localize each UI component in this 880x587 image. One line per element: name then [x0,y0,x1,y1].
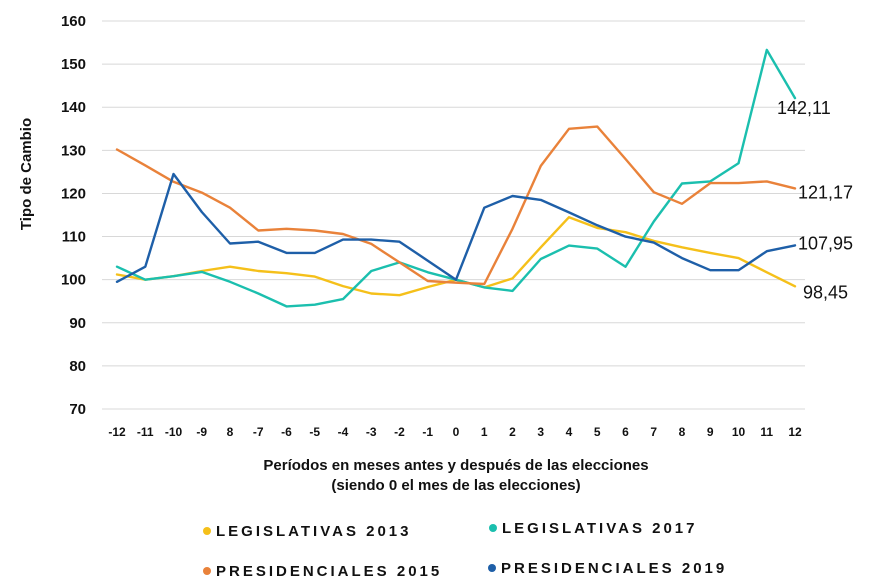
legend-item-legislativas-2013: LEGISLATIVAS 2013 [203,523,412,540]
legend-label-legislativas-2013: LEGISLATIVAS 2013 [216,523,412,540]
legend-label-presidenciales-2019: PRESIDENCIALES 2019 [501,560,727,577]
x-tick-label: -6 [281,425,292,439]
legend-swatch-legislativas-2013 [203,527,211,535]
x-axis-label-line2: (siendo 0 el mes de las elecciones) [331,477,580,494]
series-line-presidenciales-2019 [115,172,797,283]
x-tick-label: -2 [394,425,405,439]
x-tick-label: 9 [707,425,714,439]
x-tick-label: -7 [253,425,264,439]
y-tick-label: 90 [69,315,86,332]
x-tick-label: -5 [309,425,320,439]
y-axis-label: Tipo de Cambio [18,118,35,230]
x-tick-label: 12 [788,425,802,439]
x-tick-label: 2 [509,425,516,439]
y-tick-label: 100 [61,272,86,289]
y-tick-label: 150 [61,56,86,73]
y-tick-label: 130 [61,142,86,159]
grid-lines [102,20,805,410]
legend-item-legislativas-2017: LEGISLATIVAS 2017 [489,520,698,537]
y-tick-label: 70 [69,401,86,418]
x-tick-label: 8 [227,425,234,439]
x-tick-label: 8 [679,425,686,439]
legend-label-presidenciales-2015: PRESIDENCIALES 2015 [216,563,442,580]
legend-swatch-presidenciales-2015 [203,567,211,575]
x-tick-label: -4 [338,425,349,439]
end-label-legislativas-2013: 98,45 [803,282,848,302]
x-tick-label: -11 [137,425,154,439]
y-axis-ticks: 70 80 90 100 110 120 130 140 150 160 [61,13,86,418]
x-tick-label: 7 [650,425,657,439]
legend-swatch-presidenciales-2019 [488,564,496,572]
y-tick-label: 80 [69,358,86,375]
legend-swatch-legislativas-2017 [489,524,497,532]
y-tick-label: 120 [61,185,86,202]
x-tick-label: 1 [481,425,488,439]
series-line-presidenciales-2015 [115,125,797,286]
x-tick-label: -12 [108,425,126,439]
x-tick-label: -1 [422,425,433,439]
legend-item-presidenciales-2015: PRESIDENCIALES 2015 [203,563,442,580]
end-labels: 98,45 142,11 121,17 107,95 [777,98,853,302]
series-lines [115,48,797,308]
x-tick-label: -10 [165,425,183,439]
y-tick-label: 140 [61,99,86,116]
x-tick-label: 11 [760,425,773,439]
legend-item-presidenciales-2019: PRESIDENCIALES 2019 [488,560,727,577]
end-label-legislativas-2017: 142,11 [777,98,831,118]
y-tick-label: 110 [62,229,86,246]
legend-label-legislativas-2017: LEGISLATIVAS 2017 [502,520,698,537]
x-tick-label: -9 [196,425,207,439]
end-label-presidenciales-2015: 121,17 [798,182,853,202]
y-tick-label: 160 [61,13,86,30]
x-tick-label: 6 [622,425,629,439]
x-tick-label: 5 [594,425,601,439]
x-tick-label: 0 [453,425,460,439]
x-tick-label: 10 [732,425,746,439]
x-axis-ticks: -12 -11 -10 -9 8 -7 -6 -5 -4 -3 -2 -1 0 1 2 3 4 5 6 7 8 9 10 11… [108,425,802,439]
legend: LEGISLATIVAS 2013 LEGISLATIVAS 2017 PRES… [203,520,727,580]
x-tick-label: -3 [366,425,377,439]
x-tick-label: 3 [537,425,544,439]
x-tick-label: 4 [566,425,573,439]
end-label-presidenciales-2019: 107,95 [798,233,853,253]
x-axis-label-line1: Períodos en meses antes y después de las… [263,457,648,474]
